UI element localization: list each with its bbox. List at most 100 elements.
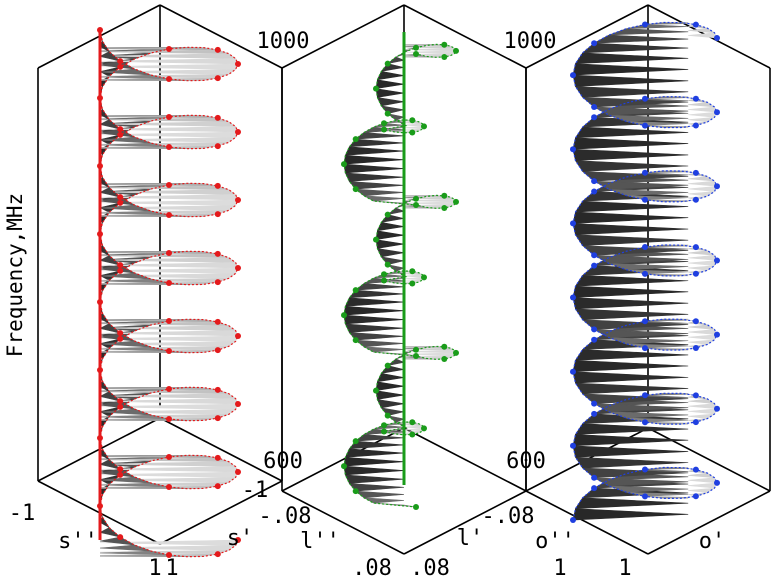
panel-s-helix-point: [235, 265, 241, 271]
panel-o-facet: [574, 308, 689, 321]
panel-s-facet: [99, 457, 229, 462]
panel-l-facet: [403, 44, 451, 47]
panel-o-facet: [593, 180, 689, 190]
panel-s-facet: [99, 69, 237, 75]
panel-l-facet: [403, 277, 425, 281]
panel-l-facet: [403, 53, 455, 56]
panel-l-helix-point: [409, 117, 416, 124]
panel-l-facet: [354, 188, 405, 197]
panel-l-facet: [344, 448, 405, 458]
panel-s-helix-point: [166, 416, 172, 422]
panel-l-facet: [375, 88, 405, 98]
panel-s-helix-point: [117, 58, 124, 65]
panel-l-helix-point: [441, 205, 448, 211]
panel-o-facet: [574, 423, 689, 435]
panel-o-facet: [680, 244, 696, 248]
panel-l-helix-point: [453, 349, 459, 356]
panel-l-facet: [403, 195, 451, 198]
panel-s-helix-point: [166, 552, 172, 558]
panel-l-helix-point: [381, 277, 387, 284]
panel-l-helix-point: [373, 236, 379, 243]
panel-o-helix-point: [642, 345, 648, 352]
panel-o-helix-point: [570, 146, 576, 153]
panel-o-helix-point: [692, 318, 699, 325]
panel-l-facet: [376, 221, 405, 232]
panel-o-facet: [688, 191, 715, 197]
panel-s-facet: [99, 482, 170, 488]
panel-o-helix-point: [591, 326, 598, 333]
panel-o-facet: [593, 34, 689, 44]
panel-l-helix-point: [409, 268, 416, 275]
panel-o-facet: [688, 334, 718, 341]
panel-o-helix-curve: [572, 21, 718, 521]
panel-o-facet: [572, 148, 689, 161]
panel-o-helix-point: [642, 318, 648, 325]
panel-l-helix-point: [413, 44, 419, 51]
panel-o-helix: [570, 21, 720, 523]
panel-l-helix-point: [413, 202, 419, 208]
panel-l-helix-point: [341, 161, 347, 168]
panel-l-helix-point: [453, 47, 459, 54]
panel-s-helix-point: [166, 182, 172, 188]
panel-s-facet: [99, 205, 237, 211]
panel-s-facet: [99, 51, 121, 62]
panel-l-facet: [354, 132, 405, 140]
panel-s-helix-point: [166, 484, 172, 490]
panel-l-helix-point: [381, 120, 387, 127]
panel-s-facet: [99, 119, 121, 130]
panel-s-helix-point: [166, 114, 172, 120]
panel-o-facet: [581, 171, 689, 182]
panel-s-helix-point: [235, 537, 241, 543]
panel-o-facet: [593, 403, 689, 413]
panel-s-facet: [99, 189, 237, 195]
panel-o-facet: [608, 337, 689, 345]
panel-o-helix-point: [692, 466, 699, 473]
panel-s-ztick-1: 600: [263, 449, 303, 474]
panel-o-helix-point: [642, 196, 648, 203]
panel-o-facet: [688, 260, 718, 266]
panel-o-facet: [688, 403, 718, 410]
panel-s-facet: [99, 68, 152, 76]
panel-o-helix-point: [714, 183, 720, 190]
panel-s-helix-point: [166, 348, 172, 354]
panel-o-helix-point: [692, 244, 699, 251]
panel-s-helix: [97, 27, 241, 558]
panel-s-facet: [99, 545, 237, 551]
panel-o-facet: [574, 382, 689, 395]
panel-o-facet: [572, 285, 689, 298]
panel-l-facet: [403, 50, 457, 54]
panel-l-ztick-1: 600: [506, 449, 546, 474]
panel-s-helix-point: [214, 75, 221, 82]
y-axis-label: Frequency,MHz: [3, 193, 27, 357]
panel-o-helix-point: [642, 392, 648, 399]
panel-o-helix-point: [591, 410, 598, 417]
panel-o-facet: [688, 482, 718, 489]
panel-o-helix-point: [591, 104, 598, 110]
panel-l-helix-point: [421, 123, 427, 130]
panel-o-helix-point: [714, 35, 720, 41]
panel-o-helix-point: [692, 21, 699, 28]
panel-l-helix-point: [384, 412, 391, 419]
panel-s-helix-point: [117, 126, 124, 133]
panel-s-helix-point: [235, 469, 241, 475]
panel-o-facet: [574, 200, 689, 213]
panel-o-helix-point: [570, 72, 576, 79]
panel-l-ytick-1: -.08: [482, 504, 535, 529]
panel-l-facet: [344, 323, 405, 333]
panel-o-helix-point: [692, 419, 699, 426]
panel-o-facet: [688, 265, 715, 271]
panel-l-helix-point: [421, 274, 427, 281]
panel-l-helix-point: [421, 425, 427, 432]
panel-l-facet: [375, 239, 405, 249]
panel-l-helix-point: [384, 110, 391, 117]
panel-l-facet: [354, 283, 405, 291]
panel-l-facet: [343, 465, 405, 476]
panel-o-facet: [572, 360, 689, 373]
helices: [97, 21, 720, 558]
panel-s-facet: [99, 53, 237, 59]
panel-o-facet: [572, 445, 689, 458]
panel-l-facet: [375, 390, 405, 400]
panel-l-helix-point: [373, 387, 379, 394]
panel-o-helix-point: [570, 294, 576, 301]
panel-l-facet: [403, 274, 425, 278]
